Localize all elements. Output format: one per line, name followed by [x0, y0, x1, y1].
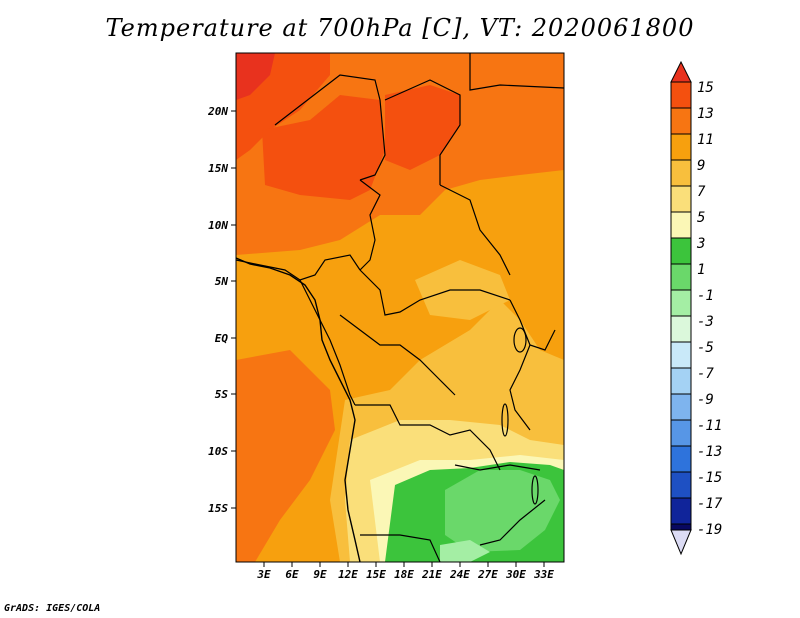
colorbar-label-minus1: -1 — [697, 288, 714, 304]
colorbar-box-minus15 — [670, 471, 692, 499]
field-level-13-east — [385, 85, 460, 170]
colorbar-box-3 — [670, 237, 692, 265]
credit-text: GrADS: IGES/COLA — [4, 603, 101, 614]
colorbar-label-minus15: -15 — [697, 470, 722, 486]
colorbar-box-15 — [670, 81, 692, 109]
colorbar-label-minus7: -7 — [697, 366, 714, 382]
x-tick-label-27e: 27E — [477, 568, 498, 581]
y-tick-10n: 10N — [208, 219, 236, 232]
colorbar-label-minus13: -13 — [697, 444, 722, 460]
y-tick-label-5n: 5N — [215, 275, 229, 288]
colorbar-box-minus7 — [670, 367, 692, 395]
colorbar-box-minus11 — [670, 419, 692, 447]
temperature-field — [236, 53, 564, 562]
colorbar-label-5: 5 — [697, 210, 705, 226]
y-tick-label-15s: 15S — [208, 502, 228, 515]
x-tick-label-24e: 24E — [449, 568, 470, 581]
field-level-13-north — [262, 95, 385, 200]
x-tick-24e: 24E — [449, 562, 470, 581]
y-tick-label-15n: 15N — [208, 162, 228, 175]
y-tick-5s: 5S — [215, 388, 236, 401]
x-tick-label-6e: 6E — [285, 568, 299, 581]
y-axis: 20N 15N 10N 5N EQ 5S 10S 15S — [207, 105, 236, 515]
colorbar-box-7 — [670, 185, 692, 213]
field-level-9-ocean — [236, 255, 320, 370]
y-tick-15n: 15N — [208, 162, 236, 175]
colorbar-label-minus11: -11 — [697, 418, 722, 434]
x-tick-15e: 15E — [366, 562, 386, 581]
y-tick-label-20n: 20N — [207, 105, 228, 118]
colorbar-box-5 — [670, 211, 692, 239]
x-tick-label-15e: 15E — [366, 568, 386, 581]
field-level-minus1 — [445, 470, 560, 552]
colorbar-cap-bottom — [670, 529, 692, 556]
x-tick-9e: 9E — [313, 562, 327, 581]
colorbar-label-minus3: -3 — [697, 314, 714, 330]
colorbar-box-minus1 — [670, 289, 692, 317]
y-tick-label-10s: 10S — [208, 445, 228, 458]
y-tick-20n: 20N — [207, 105, 236, 118]
field-level-11-coast — [236, 350, 335, 562]
y-tick-10s: 10S — [208, 445, 236, 458]
x-tick-label-33e: 33E — [533, 568, 554, 581]
field-level-15 — [236, 53, 275, 100]
colorbar-label-11: 11 — [697, 132, 714, 148]
x-axis: 3E 6E 9E 12E 15E 18E 21E 24E 27E 30E 33E — [256, 562, 554, 581]
x-tick-21e: 21E — [421, 562, 442, 581]
colorbar-label-15: 15 — [697, 80, 714, 96]
colorbar-label-minus19: -19 — [697, 522, 722, 538]
colorbar-box-minus19 — [670, 523, 692, 531]
colorbar-label-1: 1 — [697, 262, 705, 278]
y-tick-label-eq: EQ — [215, 332, 229, 345]
colorbar-box-1 — [670, 263, 692, 291]
colorbar — [670, 60, 692, 556]
colorbar-label-minus17: -17 — [697, 496, 723, 512]
colorbar-label-3: 3 — [696, 236, 705, 252]
colorbar-label-7: 7 — [697, 184, 706, 200]
x-tick-label-18e: 18E — [394, 568, 414, 581]
x-tick-27e: 27E — [477, 562, 498, 581]
x-tick-18e: 18E — [394, 562, 414, 581]
colorbar-box-11 — [670, 133, 692, 161]
x-tick-label-12e: 12E — [338, 568, 358, 581]
field-level-minus3 — [440, 540, 490, 562]
colorbar-box-minus3 — [670, 315, 692, 343]
x-tick-label-30e: 30E — [505, 568, 526, 581]
x-tick-12e: 12E — [338, 562, 358, 581]
x-tick-33e: 33E — [533, 562, 554, 581]
colorbar-box-9 — [670, 159, 692, 187]
colorbar-box-13 — [670, 107, 692, 135]
x-tick-label-21e: 21E — [421, 568, 442, 581]
country-borders — [236, 53, 564, 562]
map-frame — [235, 52, 565, 563]
colorbar-label-minus5: -5 — [697, 340, 714, 356]
y-tick-label-10n: 10N — [208, 219, 228, 232]
x-tick-30e: 30E — [505, 562, 526, 581]
lakes — [501, 327, 539, 505]
colorbar-label-minus9: -9 — [697, 392, 714, 408]
y-tick-5n: 5N — [215, 275, 236, 288]
x-tick-label-3e: 3E — [256, 568, 271, 581]
x-tick-label-9e: 9E — [313, 568, 327, 581]
colorbar-cap-top — [670, 60, 692, 83]
y-tick-label-5s: 5S — [215, 388, 229, 401]
colorbar-box-minus5 — [670, 341, 692, 369]
colorbar-label-9: 9 — [697, 158, 705, 174]
x-tick-6e: 6E — [285, 562, 299, 581]
y-tick-eq: EQ — [215, 332, 236, 345]
coastline — [236, 257, 361, 562]
colorbar-box-minus13 — [670, 445, 692, 473]
map-title: Temperature at 700hPa [C], VT: 202006180… — [105, 14, 695, 42]
colorbar-box-minus17 — [670, 497, 692, 525]
colorbar-labels: 15 13 11 9 7 5 3 1 -1 -3 -5 -7 -9 -11 -1… — [696, 80, 723, 538]
colorbar-box-minus9 — [670, 393, 692, 421]
colorbar-label-13: 13 — [697, 106, 714, 122]
x-tick-3e: 3E — [256, 562, 271, 581]
y-tick-15s: 15S — [208, 502, 236, 515]
